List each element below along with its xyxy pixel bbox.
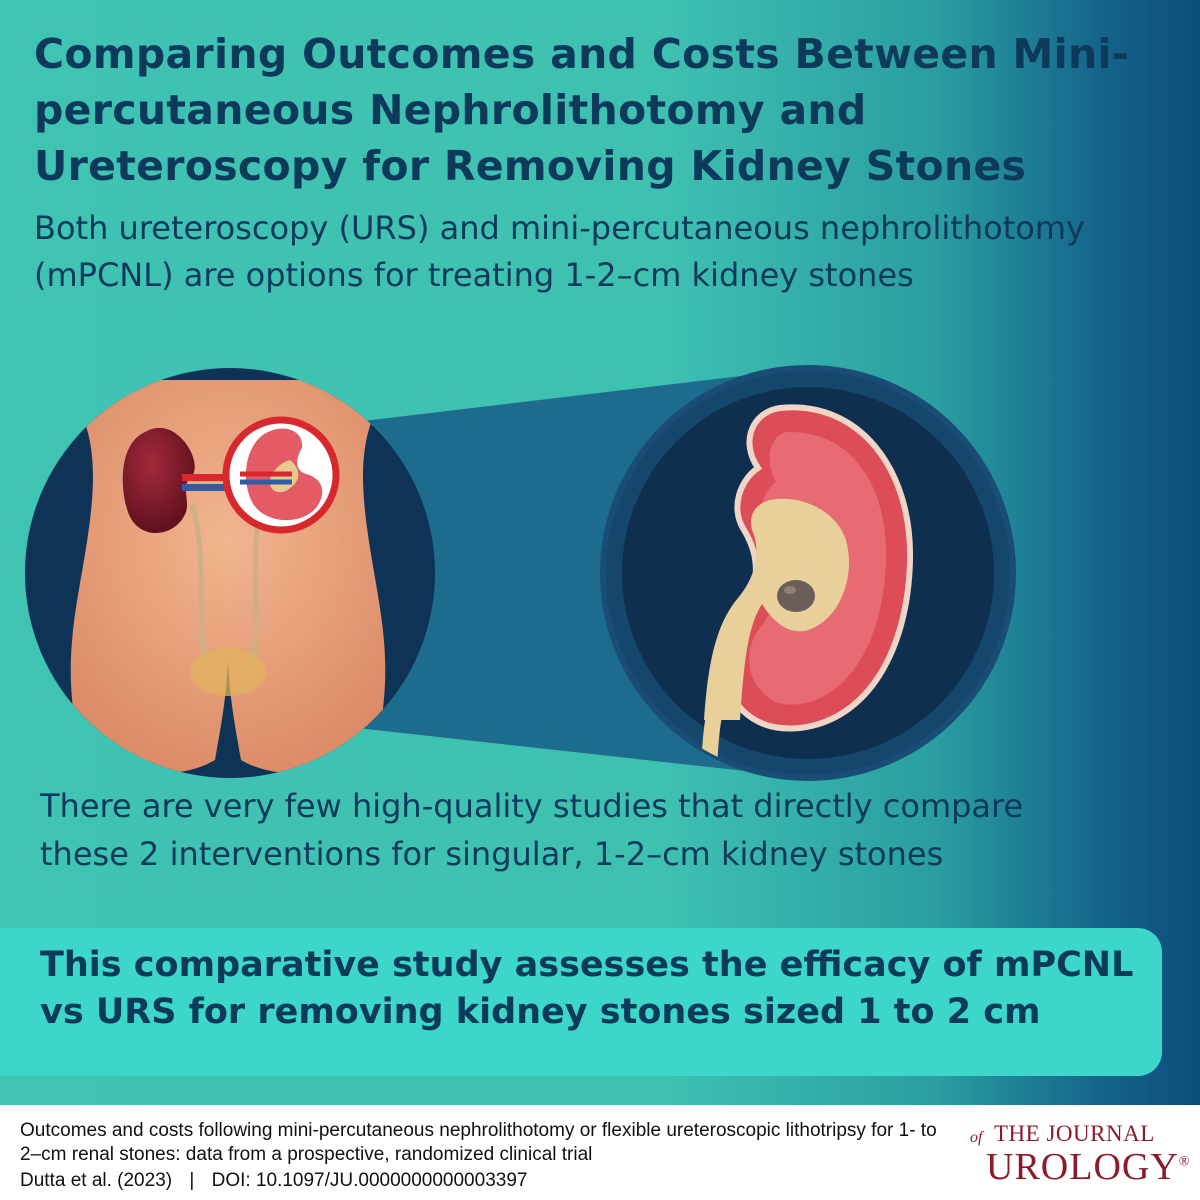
aim-text: This comparative study assesses the effi… xyxy=(40,945,1134,1032)
findings-text: There are very few high-quality studies … xyxy=(40,787,1024,873)
kidney-shape xyxy=(122,427,195,534)
aim-panel xyxy=(0,928,1162,1076)
journal-logo-registered: ® xyxy=(1178,1154,1191,1170)
torso-panel xyxy=(25,368,435,778)
journal-logo: of THE JOURNAL UROLOGY® xyxy=(956,1117,1189,1188)
bladder-shape xyxy=(190,648,266,696)
citation-title: Outcomes and costs following mini-percut… xyxy=(20,1120,937,1165)
citation-separator: | xyxy=(189,1170,195,1191)
journal-logo-of: of xyxy=(970,1129,983,1146)
renal-pelvis xyxy=(704,498,849,720)
citation-doi[interactable]: DOI: 10.1097/JU.0000000000003397 xyxy=(211,1170,528,1191)
poster-title: Comparing Outcomes and Costs Between Min… xyxy=(34,30,1130,190)
kidney-stone xyxy=(777,580,815,612)
infographic-poster: Comparing Outcomes and Costs Between Min… xyxy=(0,0,1200,1105)
journal-logo-urology-text: UROLOGY xyxy=(986,1146,1179,1188)
intro-text: Both ureteroscopy (URS) and mini-percuta… xyxy=(34,209,1085,294)
kidney-panel xyxy=(600,365,1016,781)
journal-logo-urology: UROLOGY® xyxy=(986,1145,1190,1189)
citation-footer: Outcomes and costs following mini-percut… xyxy=(0,1105,1200,1200)
journal-logo-the-journal: THE JOURNAL xyxy=(994,1121,1155,1146)
citation-authors: Dutta et al. (2023) xyxy=(20,1170,173,1191)
citation-meta: Dutta et al. (2023) | DOI: 10.1097/JU.00… xyxy=(20,1169,527,1193)
kidney-illustration xyxy=(25,365,1016,781)
